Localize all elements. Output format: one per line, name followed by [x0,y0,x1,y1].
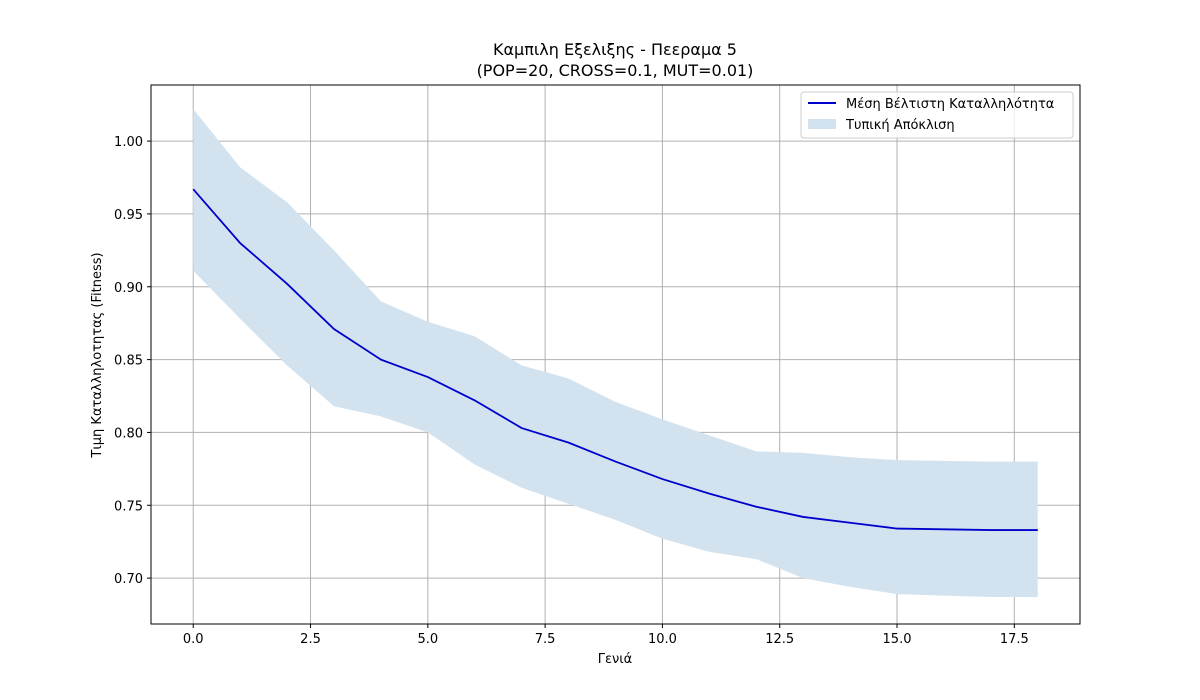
legend-band-label: Τυπική Απόκλιση [845,118,955,133]
y-tick-label: 0.80 [114,426,143,441]
x-tick-label: 5.0 [417,632,438,647]
legend-mean-label: Μέση Βέλτιστη Καταλληλότητα [846,97,1054,112]
y-tick-label: 0.95 [114,208,143,223]
y-tick-label: 0.75 [114,499,143,514]
chart-subtitle: (POP=20, CROSS=0.1, MUT=0.01) [477,61,754,80]
y-tick-label: 0.90 [114,281,143,296]
plot-frame [150,84,1081,625]
chart-title: Καμπιλη Εξελιξης - Πεεραμα 5 [493,40,737,59]
legend: Μέση Βέλτιστη Καταλληλότητα Τυπική Απόκλ… [800,91,1074,139]
y-axis-label: Τιμη Καταλληλοτητας (Fitness) [90,252,105,458]
y-tick-label: 0.85 [114,354,143,369]
y-tick-label: 0.70 [114,572,143,587]
std-band [193,109,1038,598]
legend-box [800,91,1074,139]
x-tick-label: 10.0 [648,632,677,647]
x-tick-label: 15.0 [883,632,912,647]
x-axis-ticks: 0.0 2.5 5.0 7.5 10.0 12.5 15.0 17.5 [183,624,1029,647]
x-tick-label: 2.5 [300,632,321,647]
x-tick-label: 17.5 [1000,632,1029,647]
x-tick-label: 12.5 [765,632,794,647]
y-axis-ticks: 0.70 0.75 0.80 0.85 0.90 0.95 1.00 [114,135,151,587]
x-tick-label: 7.5 [535,632,556,647]
std-band-layer [193,109,1038,598]
mean-fitness-line [192,188,1038,531]
x-axis-label: Γενιά [598,652,633,667]
x-tick-label: 0.0 [183,632,204,647]
mean-line-layer [192,188,1038,531]
legend-band-swatch [808,119,836,129]
y-tick-label: 1.00 [114,135,143,150]
